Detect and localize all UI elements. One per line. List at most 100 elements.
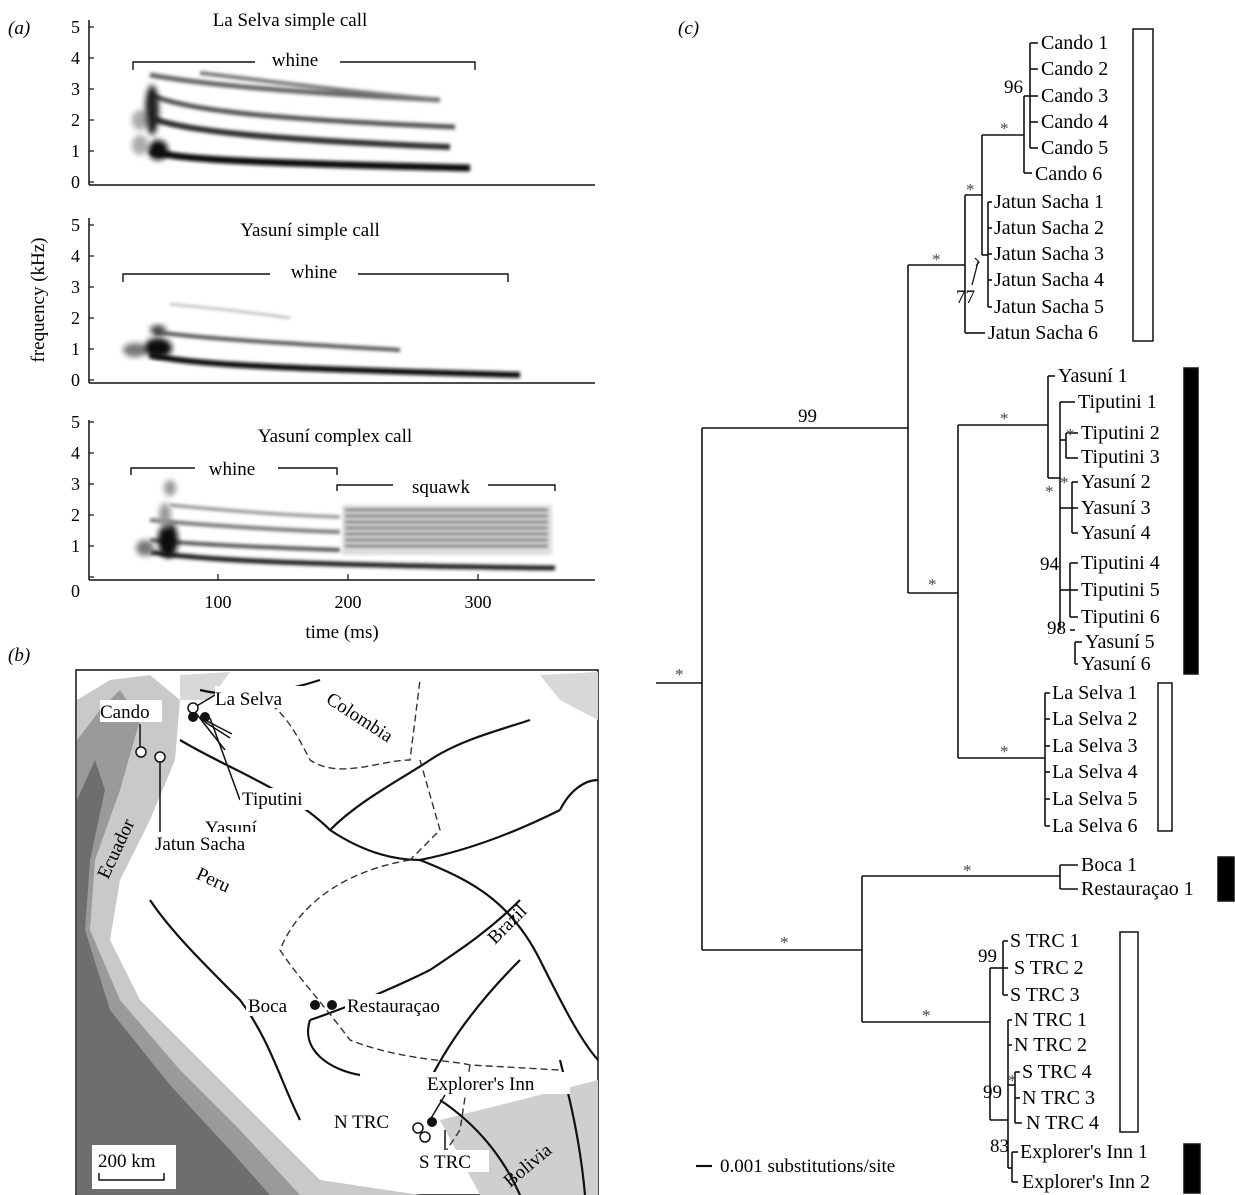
tip-label: Yasuní 6 bbox=[1081, 653, 1151, 675]
star: * bbox=[1008, 1071, 1017, 1090]
call-type-bars bbox=[1119, 28, 1235, 1194]
tip-label: Tiputini 4 bbox=[1081, 552, 1160, 574]
star: * bbox=[1000, 119, 1009, 138]
bracket-whine: whine bbox=[209, 459, 255, 480]
bracket-whine: whine bbox=[272, 50, 318, 71]
tip-label: La Selva 3 bbox=[1052, 735, 1138, 757]
tip-label: S TRC 4 bbox=[1022, 1061, 1092, 1083]
xtick: 200 bbox=[335, 592, 362, 612]
tip-label: Tiputini 6 bbox=[1081, 606, 1160, 628]
ytick: 3 bbox=[71, 79, 80, 99]
ytick: 1 bbox=[71, 141, 80, 161]
tip-label: Yasuní 3 bbox=[1081, 497, 1151, 519]
ytick: 4 bbox=[71, 246, 80, 266]
tip-label: Cando 1 bbox=[1041, 32, 1108, 54]
site-marker-la-selva bbox=[187, 702, 199, 714]
support-stars: * * * * * * * * * * * * * * bbox=[675, 119, 1075, 1090]
bar-open bbox=[1119, 931, 1139, 1133]
panel-label-b: (b) bbox=[8, 645, 30, 666]
tip-label: N TRC 4 bbox=[1026, 1112, 1099, 1134]
star: * bbox=[928, 575, 937, 594]
xtick: 100 bbox=[205, 592, 232, 612]
ytick: 2 bbox=[71, 505, 80, 525]
bar-filled bbox=[1183, 367, 1199, 675]
tip-label: Explorer's Inn 1 bbox=[1020, 1141, 1148, 1163]
bar-open bbox=[1132, 28, 1154, 342]
tip-label: Explorer's Inn 2 bbox=[1022, 1171, 1150, 1193]
site-marker-tiputini bbox=[200, 712, 210, 722]
star: * bbox=[932, 250, 941, 269]
map-scale-bar: 200 km bbox=[92, 1145, 176, 1189]
ytick: 0 bbox=[71, 370, 80, 390]
tip-label: S TRC 3 bbox=[1010, 984, 1080, 1006]
tree-scale-label: 0.001 substitutions/site bbox=[720, 1156, 895, 1177]
tip-label: Tiputini 1 bbox=[1078, 391, 1157, 413]
tip-label: La Selva 4 bbox=[1052, 761, 1138, 783]
star: * bbox=[1045, 482, 1054, 501]
tip-label: Jatun Sacha 4 bbox=[994, 269, 1104, 291]
ytick: 4 bbox=[71, 443, 80, 463]
site-label-tiputini: Tiputini bbox=[242, 789, 303, 810]
star: * bbox=[780, 933, 789, 952]
tip-label: Tiputini 3 bbox=[1081, 446, 1160, 468]
spectrogram-title: Yasuní complex call bbox=[258, 426, 412, 447]
bar-filled bbox=[1183, 1143, 1201, 1194]
tip-labels: Cando 1 Cando 2 Cando 3 Cando 4 Cando 5 … bbox=[988, 32, 1194, 1193]
support-94: 94 bbox=[1040, 554, 1060, 575]
site-label-s-trc: S TRC bbox=[419, 1152, 471, 1173]
site-marker-explorers-inn bbox=[427, 1117, 437, 1127]
support-96: 96 bbox=[1004, 77, 1023, 98]
phylogenetic-tree bbox=[656, 42, 1082, 1183]
tip-label: Tiputini 5 bbox=[1081, 579, 1160, 601]
call-onset bbox=[136, 480, 178, 558]
tip-label: S TRC 2 bbox=[1014, 957, 1084, 979]
site-marker-boca bbox=[310, 1000, 320, 1010]
support-values: 96 77 99 94 98 99 99 83 bbox=[798, 77, 1066, 1157]
tip-label: Yasuní 1 bbox=[1058, 365, 1128, 387]
tip-label: Tiputini 2 bbox=[1081, 422, 1160, 444]
rivers bbox=[149, 678, 599, 1195]
star: * bbox=[922, 1006, 931, 1025]
site-label-boca: Boca bbox=[248, 996, 288, 1017]
tip-label: N TRC 1 bbox=[1014, 1009, 1087, 1031]
site-marker-yasuni bbox=[188, 712, 198, 722]
tip-label: Jatun Sacha 6 bbox=[988, 322, 1098, 344]
star: * bbox=[966, 180, 975, 199]
squawk-band bbox=[342, 505, 552, 555]
spectrogram-title: Yasuní simple call bbox=[240, 220, 380, 241]
spectrogram-title: La Selva simple call bbox=[213, 10, 368, 31]
site-marker-n-trc bbox=[412, 1122, 424, 1134]
tip-label: Cando 5 bbox=[1041, 137, 1108, 159]
tip-label: Restauraçao 1 bbox=[1081, 878, 1194, 900]
site-label-la-selva: La Selva bbox=[215, 689, 283, 710]
tip-label: N TRC 3 bbox=[1022, 1087, 1095, 1109]
tip-label: Cando 3 bbox=[1041, 85, 1108, 107]
ytick: 0 bbox=[71, 172, 80, 192]
ytick: 3 bbox=[71, 277, 80, 297]
harmonics bbox=[149, 303, 521, 378]
tip-label: Cando 4 bbox=[1041, 111, 1108, 133]
tip-label: Yasuní 4 bbox=[1081, 522, 1151, 544]
spectrogram-yasuni-complex: Yasuní complex call 0 1 2 3 4 5 100 200 … bbox=[71, 412, 595, 643]
site-label-cando: Cando bbox=[100, 702, 150, 723]
ytick: 5 bbox=[71, 412, 80, 432]
tip-label: Jatun Sacha 5 bbox=[994, 296, 1104, 318]
ytick: 0 bbox=[71, 581, 80, 601]
support-77: 77 bbox=[956, 287, 975, 308]
spectrogram-yasuni-simple: Yasuní simple call 0 1 2 3 4 5 whine bbox=[71, 215, 595, 390]
bar-open bbox=[1157, 682, 1173, 832]
site-marker-restauracao bbox=[327, 1000, 337, 1010]
site-label-n-trc: N TRC bbox=[334, 1112, 389, 1133]
tip-label: Jatun Sacha 3 bbox=[994, 243, 1104, 265]
star: * bbox=[963, 861, 972, 880]
tip-label: S TRC 1 bbox=[1010, 930, 1080, 952]
ytick: 1 bbox=[71, 339, 80, 359]
ytick: 2 bbox=[71, 110, 80, 130]
xtick: 300 bbox=[465, 592, 492, 612]
star: * bbox=[675, 665, 684, 684]
spectrogram-xlabel: time (ms) bbox=[305, 622, 378, 643]
support-99-strc: 99 bbox=[978, 946, 997, 967]
site-marker-cando bbox=[135, 746, 147, 758]
ytick: 5 bbox=[71, 215, 80, 235]
